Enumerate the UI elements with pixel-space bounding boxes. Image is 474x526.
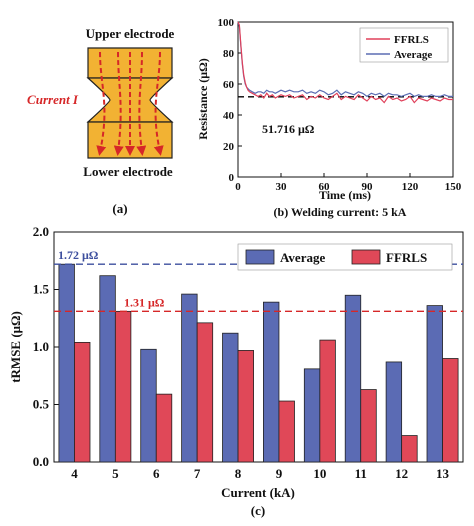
c-ytick-label: 1.5	[33, 282, 50, 297]
c-xtick-label: 10	[313, 466, 326, 481]
b-ytick-label: 80	[223, 48, 235, 60]
c-bar-average	[344, 294, 362, 463]
c-bar-ffrls	[319, 339, 336, 463]
b-xtick-label: 30	[276, 181, 288, 193]
b-legend-label: FFRLS	[394, 34, 429, 46]
c-xtick-label: 8	[235, 466, 242, 481]
c-bar-ffrls	[401, 435, 418, 463]
c-bar-average	[99, 275, 116, 463]
c-bar-average	[140, 348, 157, 463]
b-ytick-label: 60	[223, 79, 235, 91]
current-arrow-5	[153, 51, 164, 156]
b-ytick-label: 40	[223, 110, 235, 122]
c-xtick-label: 4	[71, 466, 78, 481]
lower-electrode-label: Lower electrode	[83, 164, 173, 179]
b-legend-box	[359, 27, 449, 63]
b-xtick-label: 150	[445, 181, 462, 193]
panel-a-caption: (a)	[112, 201, 127, 216]
c-bar-ffrls	[237, 350, 254, 463]
c-bar-ffrls	[442, 358, 459, 463]
c-bar-ffrls	[114, 310, 132, 463]
c-bar-average	[263, 301, 280, 463]
c-bars	[58, 263, 459, 463]
upper-electrode-label: Upper electrode	[86, 26, 175, 41]
c-xtick-label: 9	[276, 466, 283, 481]
b-series-line-average	[237, 21, 453, 98]
current-arrow-1	[96, 51, 107, 156]
current-arrows	[96, 51, 164, 156]
b-ylabel: Resistance (μΩ)	[196, 58, 210, 139]
c-bar-ffrls	[196, 322, 214, 463]
b-series-line-ffrls	[237, 21, 453, 104]
b-xtick-label: 60	[319, 181, 331, 193]
b-xlabel: Time (ms)	[319, 188, 371, 202]
c-bar-ffrls	[155, 393, 173, 463]
b-xtick-label: 90	[362, 181, 374, 193]
c-bar-ffrls	[74, 341, 91, 463]
c-xtick-label: 12	[395, 466, 408, 481]
c-xtick-label: 13	[436, 466, 450, 481]
b-reference-label: 51.716 μΩ	[262, 122, 315, 136]
c-bar-average	[222, 332, 239, 463]
c-reference-label: 1.72 μΩ	[58, 248, 99, 262]
c-ylabel: tRMSE (μΩ)	[8, 311, 23, 383]
b-legend-label: Average	[394, 49, 432, 61]
b-ytick-label: 100	[218, 17, 235, 29]
c-xtick-label: 7	[194, 466, 201, 481]
c-legend-label: FFRLS	[386, 250, 427, 265]
b-ytick-label: 20	[223, 141, 235, 153]
c-ytick-label: 0.5	[33, 397, 50, 412]
b-caption: (b) Welding current: 5 kA	[274, 205, 407, 219]
c-ytick-label: 2.0	[33, 224, 49, 239]
c-bar-ffrls	[278, 400, 295, 463]
c-ytick-label: 1.0	[33, 339, 49, 354]
c-bar-average	[385, 361, 403, 463]
c-legend-swatch	[245, 249, 275, 265]
c-bar-average	[181, 293, 198, 463]
current-arrow-2	[113, 51, 124, 156]
c-legend: Average FFRLS	[237, 243, 453, 271]
c-xtick-label: 6	[153, 466, 160, 481]
b-series	[237, 21, 453, 104]
b-xtick-label: 120	[402, 181, 419, 193]
panel-a-electrode-diagram: Upper electrode Current I Lower electrod…	[27, 26, 175, 216]
c-xtick-label: 5	[112, 466, 119, 481]
c-legend-swatch	[351, 249, 381, 265]
c-reference-label: 1.31 μΩ	[124, 295, 165, 309]
c-legend-label: Average	[280, 250, 325, 265]
c-bar-ffrls	[360, 389, 377, 463]
b-xtick-label: 0	[235, 181, 241, 193]
c-bar-average	[303, 368, 321, 463]
c-bar-average	[58, 263, 75, 463]
c-ytick-label: 0.0	[33, 454, 49, 469]
b-axes: 0 30 60 90 120 150 0 20 40 60 80 100	[218, 17, 462, 193]
c-axes: 0.0 0.5 1.0 1.5 2.0 4 5 6 7 8 9 10 11 12 13	[33, 224, 450, 481]
b-ytick-label: 0	[229, 172, 235, 184]
c-legend-box	[237, 243, 453, 271]
current-label: Current I	[27, 92, 79, 107]
c-caption: (c)	[251, 503, 265, 518]
current-arrow-4	[136, 51, 147, 156]
c-bar-average	[426, 305, 443, 463]
c-xlabel: Current (kA)	[221, 485, 295, 500]
panel-c-trmse-chart: 0.0 0.5 1.0 1.5 2.0 4 5 6 7 8 9 10 11 12 13 1.72 μΩ 1.3…	[8, 224, 464, 518]
panel-b-resistance-chart: 0 30 60 90 120 150 0 20 40 60 80 100 FFRLS Average 5…	[196, 17, 462, 219]
c-xtick-label: 11	[355, 466, 367, 481]
b-legend: FFRLS Average	[359, 27, 449, 63]
